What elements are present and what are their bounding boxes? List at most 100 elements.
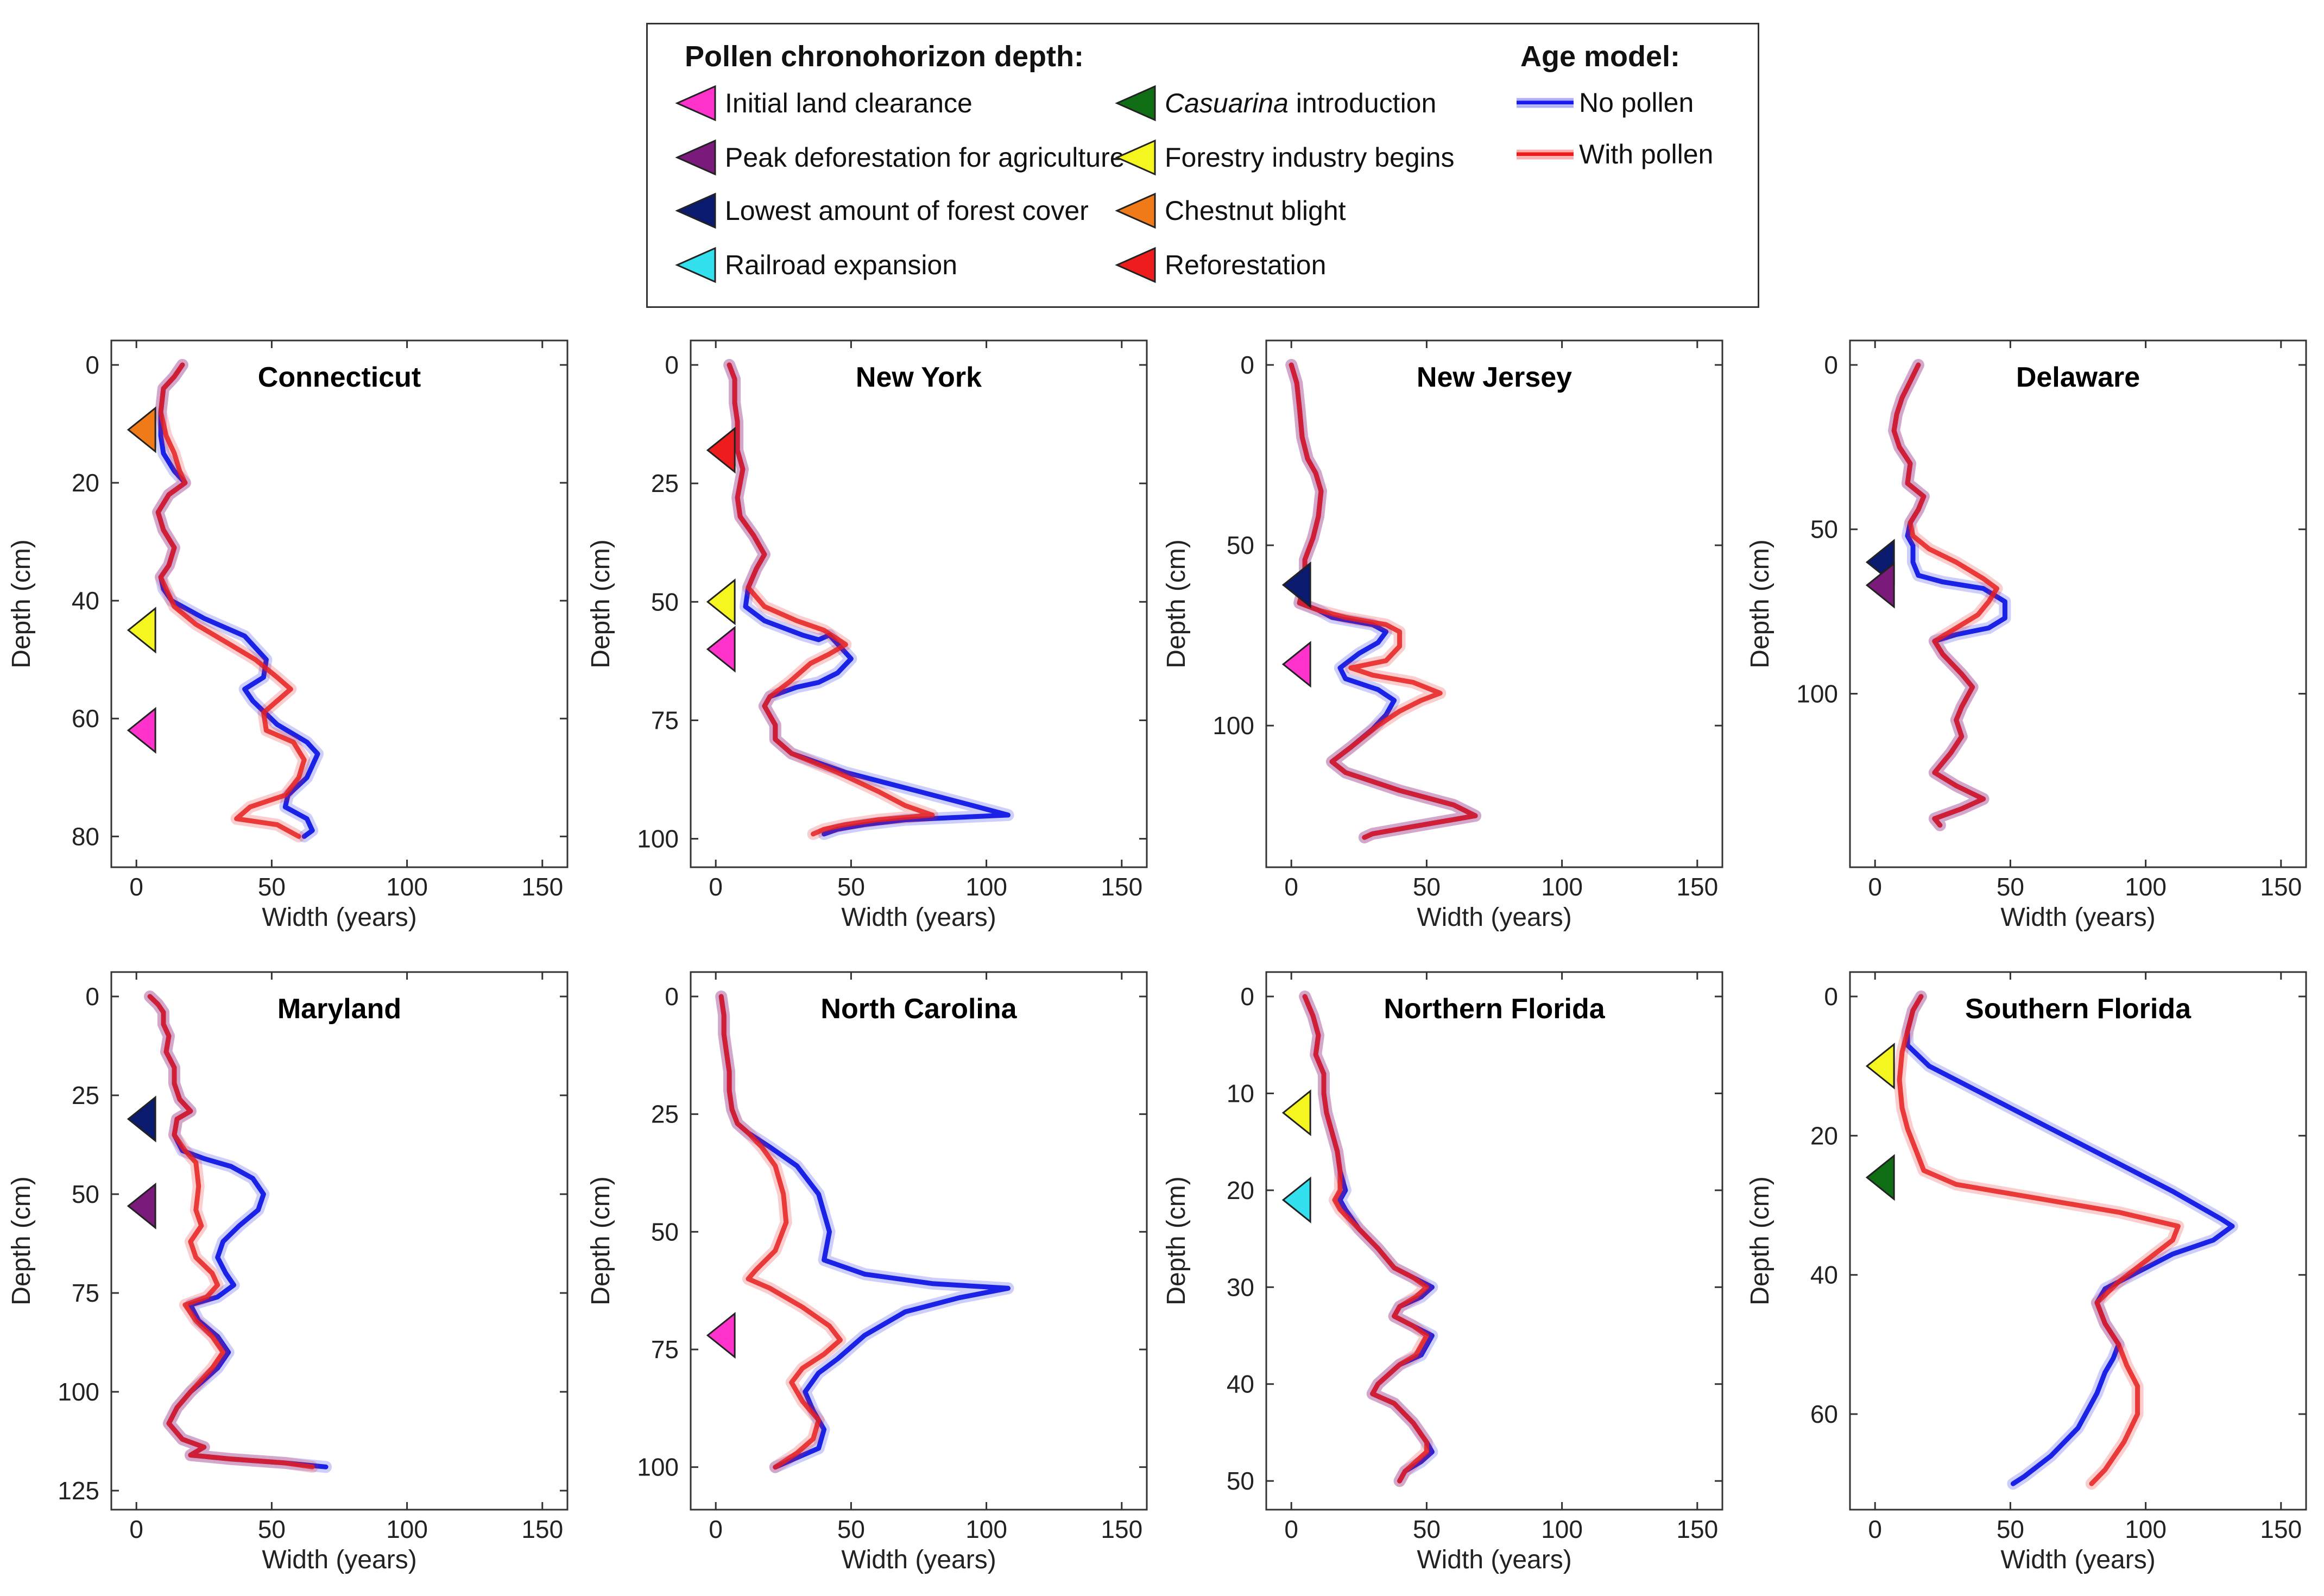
x-axis-label: Width (years) — [1417, 903, 1571, 932]
x-axis-label: Width (years) — [2000, 903, 2155, 932]
y-tick-label: 60 — [72, 704, 99, 733]
x-axis-label: Width (years) — [262, 903, 416, 932]
x-tick-label: 50 — [258, 873, 286, 901]
legend-label: With pollen — [1579, 139, 1714, 169]
series-line-no-pollen — [1905, 994, 2235, 1486]
x-tick-label: 0 — [1284, 1515, 1298, 1543]
legend-label: Reforestation — [1165, 250, 1327, 280]
y-tick-label: 50 — [651, 1217, 679, 1246]
y-tick-label: 0 — [1240, 351, 1254, 379]
series-line-with-pollen — [1891, 362, 1999, 828]
plot-frame — [110, 339, 569, 868]
legend-label: Forestry industry begins — [1165, 142, 1455, 173]
x-tick-label: 0 — [129, 873, 143, 901]
triangle-marker-icon — [1115, 85, 1156, 122]
triangle-marker-icon — [675, 139, 716, 176]
y-tick-label: 0 — [1824, 351, 1838, 379]
x-tick-label: 0 — [1284, 873, 1298, 901]
y-tick-label: 100 — [1212, 711, 1254, 740]
y-axis-label: Depth (cm) — [586, 539, 615, 668]
legend-label: Lowest amount of forest cover — [725, 195, 1089, 226]
plot-frame — [690, 339, 1148, 868]
y-tick-label: 75 — [651, 706, 679, 734]
y-tick-label: 0 — [1824, 982, 1838, 1011]
x-tick-label: 0 — [1868, 1515, 1882, 1543]
chart-title: Maryland — [277, 993, 401, 1025]
x-tick-label: 150 — [2260, 873, 2302, 901]
x-tick-label: 100 — [2125, 873, 2167, 901]
legend-item-land-clearance: Initial land clearance — [675, 84, 972, 122]
x-tick-label: 150 — [521, 1515, 563, 1543]
chronohorizon-marker — [706, 1311, 736, 1359]
y-axis-label: Depth (cm) — [1162, 1176, 1191, 1305]
y-tick-label: 40 — [1227, 1370, 1254, 1398]
x-tick-label: 50 — [1413, 873, 1441, 901]
x-tick-label: 100 — [965, 873, 1007, 901]
chronohorizon-marker — [706, 626, 736, 673]
x-tick-label: 100 — [2125, 1515, 2167, 1543]
x-tick-label: 0 — [1868, 873, 1882, 901]
chart-title: Delaware — [2016, 362, 2140, 393]
series-line-with-pollen — [718, 994, 843, 1470]
y-axis-label: Depth (cm) — [1746, 1176, 1774, 1305]
chart-title: New York — [856, 362, 982, 393]
y-tick-label: 100 — [637, 825, 679, 853]
x-tick-label: 50 — [258, 1515, 286, 1543]
legend-age-title: Age model: — [1520, 40, 1681, 73]
legend-age-no-pollen: No pollen — [1517, 87, 1694, 118]
y-axis-label: Depth (cm) — [1162, 539, 1191, 668]
y-axis-label: Depth (cm) — [1746, 539, 1774, 668]
y-tick-label: 75 — [651, 1335, 679, 1364]
y-tick-label: 10 — [1227, 1079, 1254, 1107]
y-tick-label: 40 — [72, 586, 99, 615]
y-tick-label: 20 — [1810, 1121, 1838, 1150]
chart-title: Southern Florida — [1965, 993, 2192, 1025]
y-tick-label: 20 — [1227, 1176, 1254, 1204]
legend-item-forestry: Forestry industry begins — [1115, 138, 1455, 176]
chronohorizon-marker — [1865, 562, 1895, 609]
y-tick-label: 50 — [72, 1180, 99, 1208]
legend-label: Railroad expansion — [725, 250, 958, 280]
chronohorizon-marker — [1865, 1043, 1895, 1090]
x-tick-label: 150 — [1101, 873, 1142, 901]
chronohorizon-marker — [127, 1182, 156, 1229]
chronohorizon-marker — [127, 1095, 156, 1143]
x-tick-label: 100 — [386, 873, 428, 901]
legend-box: Pollen chronohorizon depth: Age model: I… — [646, 23, 1759, 308]
y-tick-label: 0 — [665, 351, 679, 379]
y-tick-label: 50 — [1810, 515, 1838, 544]
legend-item-reforestation: Reforestation — [1115, 246, 1326, 284]
line-swatch-icon — [1517, 149, 1574, 160]
y-axis-label: Depth (cm) — [7, 1176, 36, 1305]
plot-frame — [1849, 971, 2307, 1511]
x-tick-label: 150 — [1101, 1515, 1142, 1543]
y-axis-label: Depth (cm) — [586, 1176, 615, 1305]
y-tick-label: 40 — [1810, 1261, 1838, 1289]
series-band-no-pollen — [1902, 991, 2239, 1490]
x-tick-label: 100 — [965, 1515, 1007, 1543]
chronohorizon-marker — [706, 426, 736, 474]
legend-label: Chestnut blight — [1165, 195, 1346, 226]
y-tick-label: 50 — [651, 588, 679, 616]
y-axis-label: Depth (cm) — [7, 539, 36, 668]
legend-item-chestnut: Chestnut blight — [1115, 192, 1346, 230]
chronohorizon-marker — [1281, 1089, 1311, 1137]
triangle-marker-icon — [675, 247, 716, 283]
y-tick-label: 20 — [72, 469, 99, 497]
y-tick-label: 30 — [1227, 1273, 1254, 1301]
triangle-marker-icon — [675, 85, 716, 122]
x-axis-label: Width (years) — [841, 1545, 996, 1574]
x-tick-label: 50 — [1413, 1515, 1441, 1543]
x-tick-label: 100 — [1541, 873, 1583, 901]
plot-frame — [1265, 971, 1723, 1511]
series-line-with-pollen — [147, 994, 315, 1469]
legend-label: introduction — [1288, 88, 1437, 118]
x-tick-label: 0 — [709, 1515, 723, 1543]
y-tick-label: 0 — [85, 982, 99, 1011]
y-tick-label: 50 — [1227, 1467, 1254, 1495]
y-tick-label: 25 — [651, 1100, 679, 1128]
